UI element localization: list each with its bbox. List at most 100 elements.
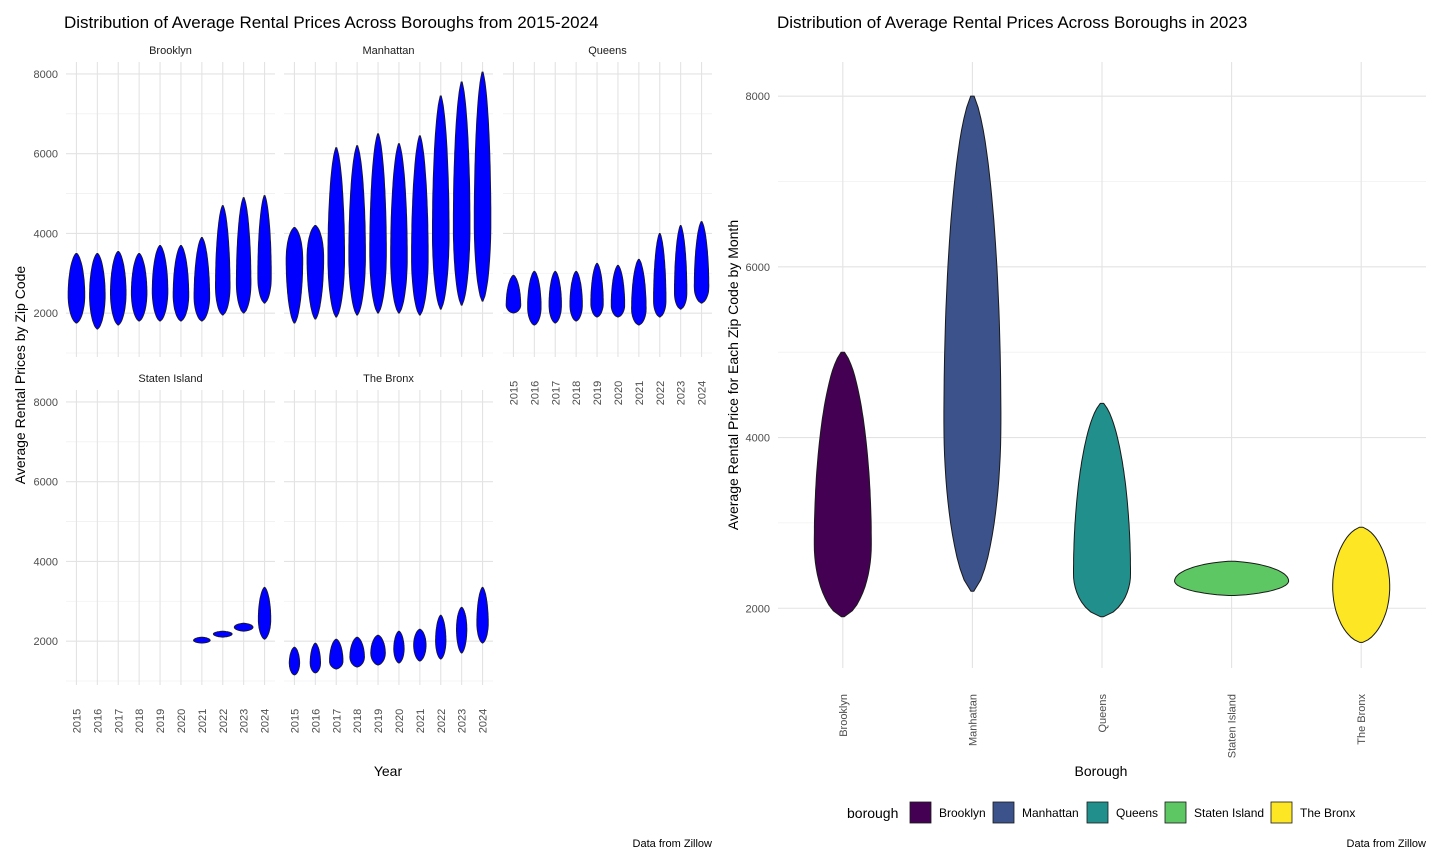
violin-the-bronx-2019 [370, 634, 386, 666]
x-tick-label: 2020 [613, 381, 625, 405]
x-tick-label: 2017 [550, 381, 562, 405]
x-tick-label: 2015 [508, 381, 520, 405]
y-tick-label: 8000 [746, 91, 770, 103]
right-chart-title: Distribution of Average Rental Prices Ac… [777, 13, 1247, 32]
x-tick-label: 2015 [289, 709, 301, 733]
legend-label: Queens [1116, 806, 1158, 820]
violin-queens-2015 [505, 274, 522, 314]
left-chart: Distribution of Average Rental Prices Ac… [12, 13, 712, 850]
violin-the-bronx-2024 [476, 586, 489, 644]
legend-item-manhattan: Manhattan [992, 801, 1079, 824]
x-tick-label: The Bronx [1356, 694, 1368, 745]
x-tick-label: 2019 [592, 381, 604, 405]
legend-label: The Bronx [1300, 806, 1355, 820]
legend-swatch [909, 801, 932, 824]
violin-manhattan-2015 [285, 227, 304, 324]
violin-queens-2024 [693, 221, 710, 304]
legend-label: Manhattan [1022, 806, 1079, 820]
x-tick-label: Queens [1097, 694, 1109, 733]
violin-the-bronx-2022 [435, 614, 447, 660]
violin-the-bronx-2023 [456, 606, 468, 654]
x-tick-label: 2021 [415, 709, 427, 733]
violin-staten-island-2024 [257, 586, 272, 640]
violin-the-bronx-2018 [349, 636, 365, 668]
facet-panels: Brooklyn 2000 4000 6000 8000 Manhattan Queens 2… [34, 45, 712, 733]
violin-queens-2018 [569, 270, 583, 322]
y-tick-label: 2000 [34, 636, 58, 648]
x-tick-label: 2016 [529, 381, 541, 405]
legend-swatch [1086, 801, 1109, 824]
x-tick-label: 2020 [394, 709, 406, 733]
facet-brooklyn: Brooklyn 2000 4000 6000 8000 [34, 45, 275, 357]
legend-item-queens: Queens [1086, 801, 1158, 824]
x-tick-label: 2022 [436, 709, 448, 733]
violin-manhattan-2016 [306, 225, 325, 320]
violin-brooklyn-2015 [67, 253, 86, 324]
y-tick-label: 2000 [34, 308, 58, 320]
right-y-axis-label: Average Rental Price for Each Zip Code b… [725, 220, 741, 530]
violin-manhattan-2017 [327, 147, 345, 318]
right-violins [813, 95, 1391, 643]
legend-title: borough [847, 805, 898, 821]
legend-swatch [1164, 801, 1187, 824]
x-tick-label: 2023 [457, 709, 469, 733]
x-tick-label: 2023 [239, 709, 251, 733]
violin-the-bronx [1332, 526, 1391, 643]
violin-manhattan-2024 [473, 71, 492, 302]
legend-swatch [992, 801, 1015, 824]
violin-manhattan-2023 [452, 81, 471, 306]
violin-manhattan-2019 [369, 133, 387, 314]
y-tick-label: 8000 [34, 69, 58, 81]
x-tick-label: Manhattan [967, 694, 979, 746]
facet-manhattan: Manhattan [284, 45, 493, 357]
x-tick-label: 2020 [176, 709, 188, 733]
violin-brooklyn-2020 [172, 245, 190, 322]
right-x-axis-label: Borough [1075, 763, 1128, 779]
x-tick-label: 2024 [478, 709, 490, 733]
x-tick-label: 2022 [218, 709, 230, 733]
violin-the-bronx-2020 [393, 630, 405, 664]
facet-queens: Queens 2015 2016 2017 2018 2019 2020 2021 2022 20… [503, 45, 712, 405]
facet-strip-label: Manhattan [363, 45, 415, 57]
legend-item-staten-island: Staten Island [1164, 801, 1264, 824]
violin-queens [1073, 402, 1131, 618]
violin-staten-island-2021 [193, 636, 211, 644]
violin-the-bronx-2021 [413, 628, 427, 662]
violin-the-bronx-2015 [288, 646, 301, 676]
left-y-axis-label: Average Rental Prices by Zip Code [12, 266, 28, 485]
y-tick-label: 6000 [34, 149, 58, 161]
x-tick-label: 2024 [260, 709, 272, 733]
x-tick-label: 2024 [697, 381, 709, 405]
violin-queens-2019 [590, 262, 604, 318]
x-tick-label: 2018 [134, 709, 146, 733]
violin-queens-2021 [631, 258, 647, 326]
y-tick-label: 2000 [746, 603, 770, 615]
right-chart: Distribution of Average Rental Prices Ac… [725, 13, 1426, 850]
x-tick-label: 2017 [331, 709, 343, 733]
violin-brooklyn-2019 [151, 245, 169, 322]
violin-staten-island-2023 [233, 622, 254, 632]
x-tick-label: 2018 [352, 709, 364, 733]
violin-queens-2023 [674, 225, 688, 310]
violin-brooklyn-2022 [215, 205, 231, 316]
x-tick-label: 2015 [71, 709, 83, 733]
violin-brooklyn-2017 [110, 251, 127, 326]
violin-queens-2022 [653, 233, 667, 318]
legend-label: Brooklyn [939, 806, 986, 820]
violin-manhattan-2021 [411, 135, 429, 316]
x-tick-label: Staten Island [1227, 694, 1239, 758]
y-tick-label: 8000 [34, 397, 58, 409]
legend-label: Staten Island [1194, 806, 1264, 820]
violin-the-bronx-2016 [309, 642, 321, 674]
facet-strip-label: Brooklyn [149, 45, 192, 57]
violin-the-bronx-2017 [329, 638, 344, 670]
right-caption: Data from Zillow [1347, 838, 1427, 850]
violin-manhattan-2022 [432, 95, 450, 310]
y-tick-label: 4000 [34, 556, 58, 568]
x-tick-label: 2019 [155, 709, 167, 733]
violin-manhattan-2018 [348, 145, 366, 316]
legend-item-brooklyn: Brooklyn [909, 801, 986, 824]
x-tick-label: 2021 [197, 709, 209, 733]
y-tick-label: 4000 [746, 433, 770, 445]
